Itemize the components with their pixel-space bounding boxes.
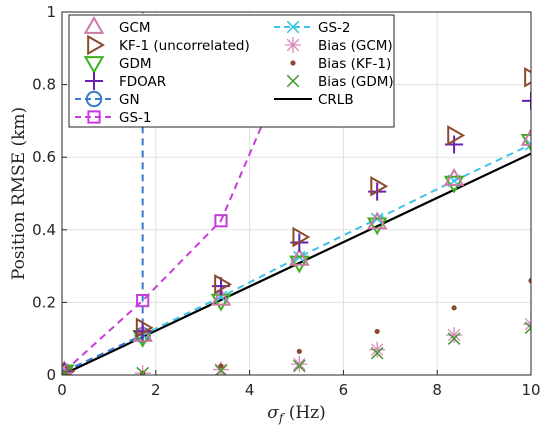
legend-label: FDOAR (119, 74, 166, 90)
legend-marker (83, 56, 105, 75)
y-axis-label: Position RMSE (km) (9, 107, 29, 280)
data-point-bias-gdm (524, 321, 531, 335)
legend-label: GCM (119, 20, 151, 36)
data-point-gs-1 (214, 214, 228, 228)
data-point-gdm (366, 217, 388, 236)
x-tick-label: 8 (432, 381, 442, 399)
legend-label: GDM (119, 56, 152, 72)
y-tick-label: 0.4 (32, 221, 56, 239)
legend-marker (286, 20, 300, 34)
data-point-gs-2 (524, 138, 531, 151)
legend-box (68, 14, 395, 128)
legend-label: GN (119, 92, 140, 108)
legend-item-crlb: CRLB (274, 92, 354, 108)
x-tick-label: 4 (245, 381, 255, 399)
legend-item-gs-1: GS-1 (75, 110, 152, 126)
series-gcm (62, 128, 531, 375)
data-point-bias-kf-1 (451, 305, 457, 311)
data-point-gcm (443, 167, 465, 186)
x-tick-label: 10 (521, 381, 540, 399)
legend-marker (85, 90, 103, 108)
legend-marker (285, 37, 301, 53)
data-point-gs-2 (214, 290, 228, 304)
y-tick-label: 0.8 (32, 76, 56, 94)
legend-label: GS-2 (318, 20, 351, 36)
legend-label: GS-1 (119, 110, 152, 126)
data-point-bias-kf-1 (218, 363, 224, 369)
data-point-bias-gcm (446, 327, 463, 344)
legend-item-bias-kf-1: Bias (KF-1) (290, 56, 391, 72)
y-tick-label: 1 (46, 3, 56, 21)
x-tick-label: 0 (57, 381, 67, 399)
data-point-gcm (132, 324, 153, 342)
series-kf-1-uncorrelated (62, 67, 531, 375)
data-point-kf-1-uncorrelated (447, 125, 466, 146)
data-point-kf-1-uncorrelated (370, 175, 389, 197)
legend-label: KF-1 (uncorrelated) (119, 38, 250, 54)
x-tick-label: 6 (339, 381, 349, 399)
plot-frame (61, 11, 532, 376)
data-point-kf-1-uncorrelated (524, 67, 531, 88)
legend-item-bias-gdm: Bias (GDM) (286, 74, 394, 90)
data-point-kf-1-uncorrelated (62, 363, 76, 375)
legend-marker (85, 72, 103, 90)
legend-marker (87, 34, 106, 56)
x-tick-label: 2 (151, 381, 161, 399)
data-point-gcm (289, 247, 310, 266)
x-axis-label-unit: (Hz) (283, 403, 325, 423)
x-axis-label: σf (Hz) (267, 403, 326, 425)
data-point-fdoar (522, 91, 531, 110)
legend-item-bias-gcm: Bias (GCM) (285, 37, 393, 54)
legend-item-gcm: GCM (83, 15, 151, 36)
data-point-kf-1-uncorrelated (135, 317, 154, 339)
legend-marker (290, 60, 296, 66)
legend-label: Bias (KF-1) (318, 56, 391, 72)
data-point-bias-gdm (447, 332, 461, 346)
legend-marker (286, 74, 300, 88)
data-point-bias-kf-1 (528, 278, 531, 284)
legend-label: Bias (GDM) (318, 74, 394, 90)
data-point-bias-gdm (370, 346, 384, 360)
data-point-gcm (366, 211, 388, 230)
legend-item-gdm: GDM (83, 56, 152, 75)
legend-label: Bias (GCM) (318, 38, 393, 54)
data-point-kf-1-uncorrelated (292, 226, 311, 248)
y-tick-label: 0.2 (32, 293, 56, 311)
data-point-gs-1 (136, 293, 150, 308)
x-axis-label-symbol: σ (267, 403, 279, 423)
data-point-bias-kf-1 (296, 348, 302, 355)
legend-marker (87, 110, 101, 124)
data-point-bias-gdm (214, 364, 228, 375)
x-axis-label-subscript: f (278, 411, 286, 425)
legend-marker (83, 15, 105, 34)
y-tick-label: 0.6 (32, 148, 56, 166)
data-point-bias-gdm (62, 366, 71, 375)
data-point-gdm (520, 134, 531, 152)
data-point-bias-gdm (292, 359, 306, 373)
data-point-bias-gcm (369, 341, 386, 358)
data-point-bias-gdm (136, 366, 149, 375)
y-tick-label: 0 (46, 366, 56, 384)
legend-item-kf-1-uncorrelated: KF-1 (uncorrelated) (87, 34, 250, 56)
legend-item-fdoar: FDOAR (85, 72, 166, 90)
data-point-kf-1-uncorrelated (214, 273, 232, 295)
legend-label: CRLB (318, 92, 354, 108)
data-point-gcm (520, 128, 531, 146)
data-point-gcm (210, 287, 232, 306)
data-point-bias-gcm (291, 356, 308, 373)
series-bias-gdm (62, 321, 531, 375)
legend: GCM KF-1 (uncorrelated) GDM FDOAR GN GS-1 GS-2… (68, 14, 395, 128)
legend-item-gn: GN (75, 90, 140, 108)
legend-item-gs-2: GS-2 (274, 20, 351, 36)
data-point-bias-kf-1 (374, 328, 380, 335)
axis-ticks: 0 2 4 6 8 10 0 0.2 0.4 0.6 0.8 1 (32, 3, 540, 399)
